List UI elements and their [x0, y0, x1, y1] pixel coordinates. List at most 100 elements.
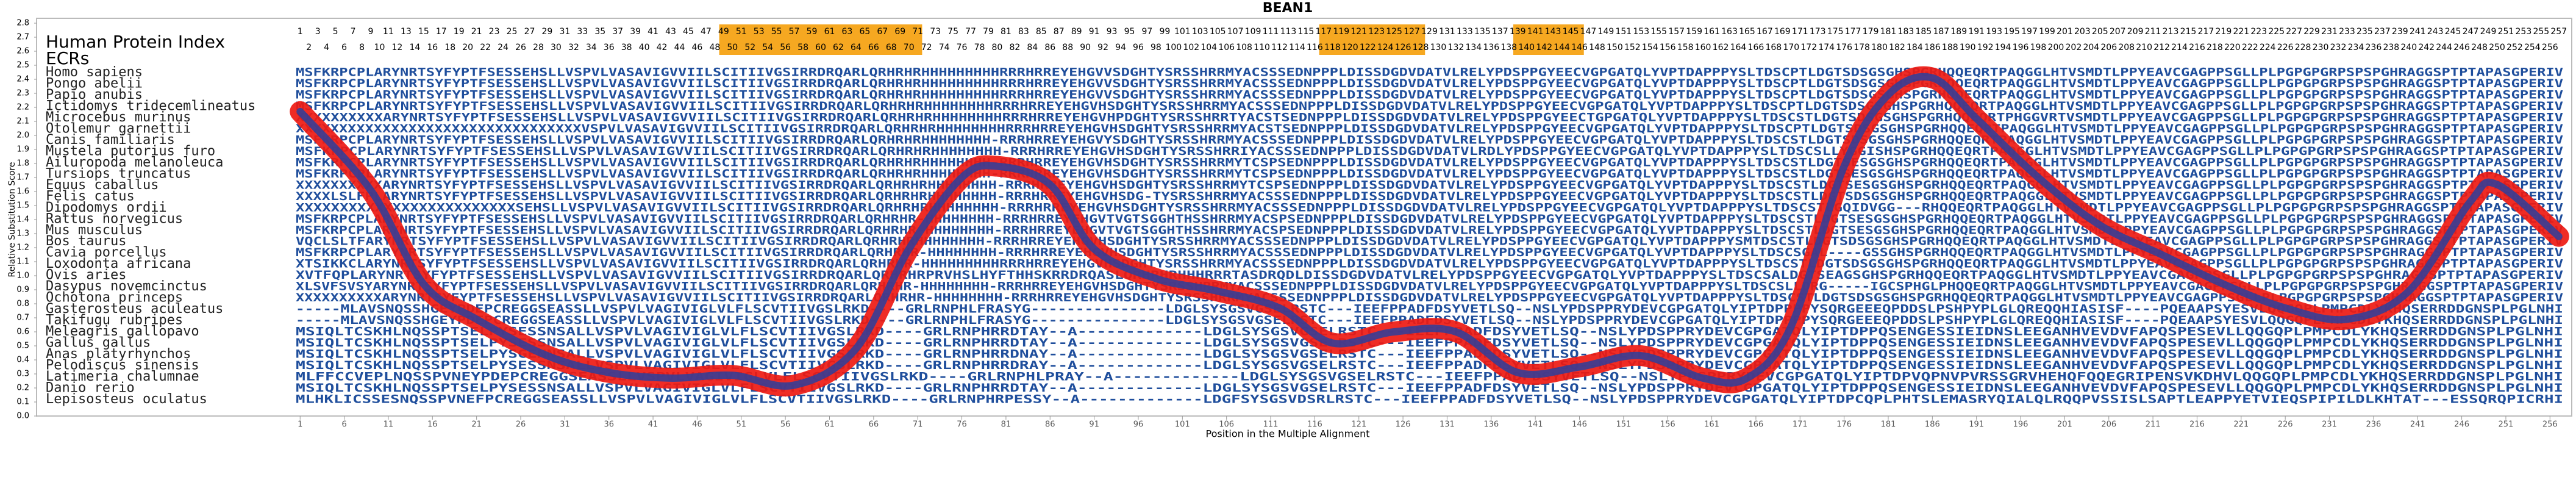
x-tick-label: 201: [2057, 420, 2072, 429]
position-number: 16: [427, 43, 438, 52]
position-number: 169: [1774, 27, 1791, 37]
position-number: 118: [1324, 43, 1341, 52]
y-tick-label: 2.5: [16, 61, 29, 70]
position-number: 136: [1483, 43, 1499, 52]
position-number: 161: [1704, 27, 1720, 37]
position-number: 190: [1960, 43, 1976, 52]
position-number: 116: [1307, 43, 1323, 52]
position-number: 203: [2074, 27, 2091, 37]
position-number: 188: [1942, 43, 1958, 52]
position-number: 92: [1097, 43, 1108, 52]
position-number: 250: [2489, 43, 2505, 52]
x-tick-label: 61: [824, 420, 835, 429]
position-number: 63: [842, 27, 853, 37]
position-number: 45: [683, 27, 694, 37]
position-number: 231: [2321, 27, 2338, 37]
position-number: 226: [2277, 43, 2294, 52]
position-number: 172: [1800, 43, 1817, 52]
x-tick-label: 41: [648, 420, 658, 429]
x-tick-label: 91: [1089, 420, 1099, 429]
x-tick-label: 166: [1749, 420, 1764, 429]
position-number: 201: [2057, 27, 2073, 37]
position-number: 171: [1792, 27, 1808, 37]
position-number: 159: [1686, 27, 1702, 37]
species-label: Danio rerio: [46, 381, 135, 396]
position-number: 48: [709, 43, 720, 52]
position-number: 142: [1536, 43, 1552, 52]
position-number: 208: [2118, 43, 2135, 52]
position-number: 79: [983, 27, 994, 37]
y-tick-label: 1.7: [16, 173, 29, 182]
position-number: 137: [1492, 27, 1508, 37]
species-label: Dasypus novemcinctus: [46, 279, 207, 294]
position-number: 8: [359, 43, 365, 52]
y-tick-label: 1.3: [16, 229, 29, 239]
position-number: 36: [604, 43, 615, 52]
x-tick-label: 71: [913, 420, 923, 429]
position-number: 44: [674, 43, 685, 52]
position-number: 242: [2418, 43, 2435, 52]
sequence: MSFKRPCPLARYNRTSYFYPTFSESSEHSLLVSPVLVASA…: [296, 246, 2563, 259]
species-label: Microcebus murinus: [46, 110, 191, 125]
sequence: MSFKRPCPLARYNRTSYFYPTFSESSEHSLLVSPVLVASA…: [296, 223, 2563, 237]
position-number: 65: [859, 27, 870, 37]
position-number: 74: [939, 43, 950, 52]
position-number: 54: [762, 43, 773, 52]
y-tick-label: 0.6: [16, 328, 29, 337]
y-tick-label: 2.0: [16, 131, 29, 140]
position-number: 122: [1360, 43, 1376, 52]
position-number: 128: [1413, 43, 1429, 52]
y-tick-label: 2.1: [16, 117, 29, 126]
position-number: 72: [921, 43, 932, 52]
x-tick-label: 191: [1969, 420, 1984, 429]
position-number: 38: [621, 43, 632, 52]
position-number: 108: [1236, 43, 1252, 52]
position-number: 40: [639, 43, 650, 52]
position-number: 53: [754, 27, 765, 37]
position-number: 213: [2163, 27, 2179, 37]
position-number: 123: [1368, 27, 1385, 37]
position-number: 103: [1192, 27, 1208, 37]
species-label: Loxodonta africana: [46, 256, 191, 271]
position-number: 247: [2463, 27, 2479, 37]
position-number: 155: [1650, 27, 1667, 37]
position-number: 218: [2207, 43, 2223, 52]
position-number: 230: [2313, 43, 2329, 52]
position-number: 61: [824, 27, 835, 37]
position-number: 248: [2471, 43, 2488, 52]
score-curve-core: [296, 73, 2563, 390]
position-number: 22: [480, 43, 491, 52]
position-number: 115: [1298, 27, 1315, 37]
position-number: 64: [851, 43, 862, 52]
position-number: 168: [1765, 43, 1782, 52]
y-tick-label: 1.5: [16, 201, 29, 210]
x-tick-label: 141: [1528, 420, 1543, 429]
sequence: -----MLAVSNQSSHGEYPDEPCREGGSEASSLLVSPVLV…: [296, 303, 2563, 316]
position-number: 3: [315, 27, 321, 37]
position-number: 146: [1571, 43, 1588, 52]
x-tick-label: 251: [2499, 420, 2514, 429]
position-number: 89: [1071, 27, 1082, 37]
position-number: 182: [1889, 43, 1905, 52]
species-label: Mustela putorius furo: [46, 143, 215, 159]
position-number: 71: [912, 27, 923, 37]
position-number: 23: [489, 27, 500, 37]
position-number: 62: [833, 43, 844, 52]
x-tick-label: 211: [2146, 420, 2161, 429]
position-number: 10: [374, 43, 385, 52]
position-number: 95: [1124, 27, 1135, 37]
position-number: 81: [1001, 27, 1011, 37]
position-number: 114: [1289, 43, 1305, 52]
x-tick-label: 31: [560, 420, 570, 429]
position-number: 70: [904, 43, 915, 52]
position-number: 84: [1027, 43, 1038, 52]
position-number: 227: [2286, 27, 2302, 37]
position-number: 12: [392, 43, 403, 52]
position-number: 126: [1395, 43, 1411, 52]
position-number: 73: [930, 27, 941, 37]
y-tick-label: 2.8: [16, 19, 29, 28]
sequence: MSFKRPCPLARYNRTSYFYPTFSESSEHSLLVSPVLVASA…: [296, 66, 2563, 79]
sequence: XLSVFSVSYARYNRTSYFYPTFSESSEHSLLVSPVLVASA…: [296, 280, 2563, 293]
position-number: 156: [1660, 43, 1676, 52]
